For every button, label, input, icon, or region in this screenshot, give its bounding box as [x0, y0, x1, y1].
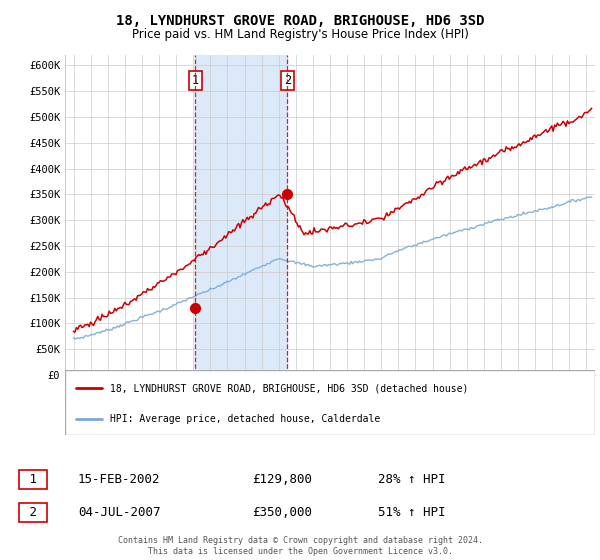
Text: 1: 1: [192, 74, 199, 87]
Text: 18, LYNDHURST GROVE ROAD, BRIGHOUSE, HD6 3SD: 18, LYNDHURST GROVE ROAD, BRIGHOUSE, HD6…: [116, 14, 484, 28]
Text: Contains HM Land Registry data © Crown copyright and database right 2024.
This d: Contains HM Land Registry data © Crown c…: [118, 536, 482, 556]
Text: £350,000: £350,000: [252, 506, 312, 519]
Text: 04-JUL-2007: 04-JUL-2007: [78, 506, 161, 519]
Text: 1: 1: [22, 473, 44, 486]
Text: 2: 2: [284, 74, 291, 87]
Text: 51% ↑ HPI: 51% ↑ HPI: [378, 506, 445, 519]
FancyBboxPatch shape: [65, 370, 595, 435]
Text: HPI: Average price, detached house, Calderdale: HPI: Average price, detached house, Cald…: [110, 414, 380, 424]
Text: £129,800: £129,800: [252, 473, 312, 486]
Text: Price paid vs. HM Land Registry's House Price Index (HPI): Price paid vs. HM Land Registry's House …: [131, 28, 469, 41]
Text: 18, LYNDHURST GROVE ROAD, BRIGHOUSE, HD6 3SD (detached house): 18, LYNDHURST GROVE ROAD, BRIGHOUSE, HD6…: [110, 383, 469, 393]
Text: 28% ↑ HPI: 28% ↑ HPI: [378, 473, 445, 486]
Bar: [195, 55, 287, 375]
Text: 15-FEB-2002: 15-FEB-2002: [78, 473, 161, 486]
Text: 2: 2: [22, 506, 44, 519]
